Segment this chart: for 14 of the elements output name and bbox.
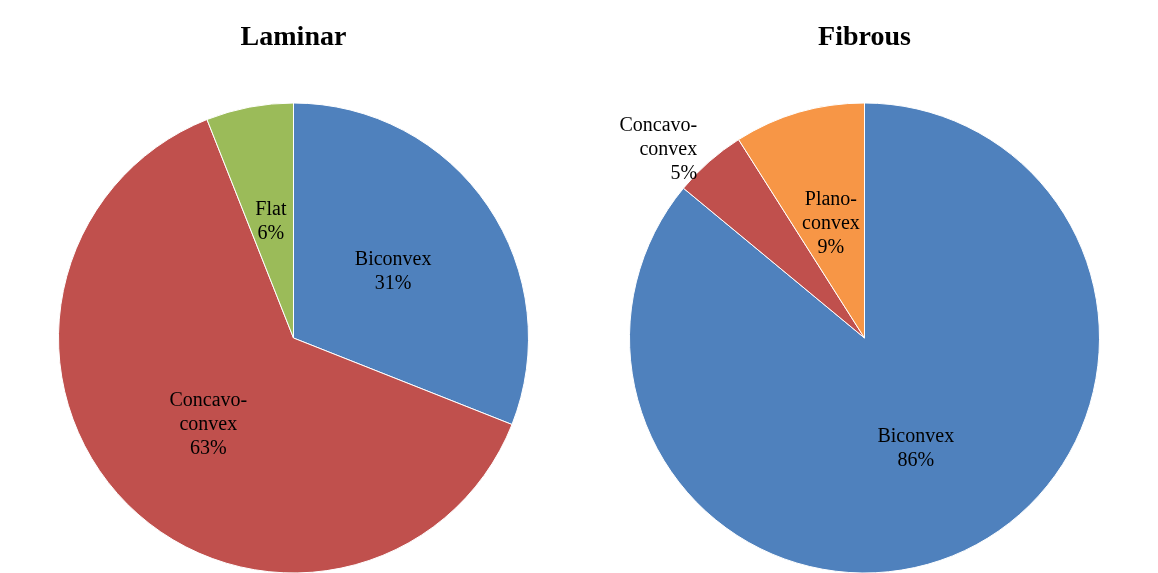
- slice-label: Plano-convex: [802, 187, 860, 234]
- slice-label: Biconvex: [877, 424, 955, 447]
- slice-label: Concavo-convex: [619, 113, 698, 160]
- data-label: 86%: [897, 448, 935, 471]
- data-label: 31%: [374, 271, 412, 294]
- slice-label: Flat: [255, 196, 287, 219]
- data-label: 5%: [670, 161, 698, 184]
- slice-label: Concavo-convex: [169, 388, 248, 435]
- chart-title: Fibrous: [818, 19, 912, 51]
- data-label: 6%: [257, 220, 285, 243]
- data-label: 9%: [817, 235, 845, 258]
- chart-title: Laminar: [240, 19, 347, 51]
- slice-label: Biconvex: [354, 247, 432, 270]
- data-label: 63%: [189, 436, 227, 459]
